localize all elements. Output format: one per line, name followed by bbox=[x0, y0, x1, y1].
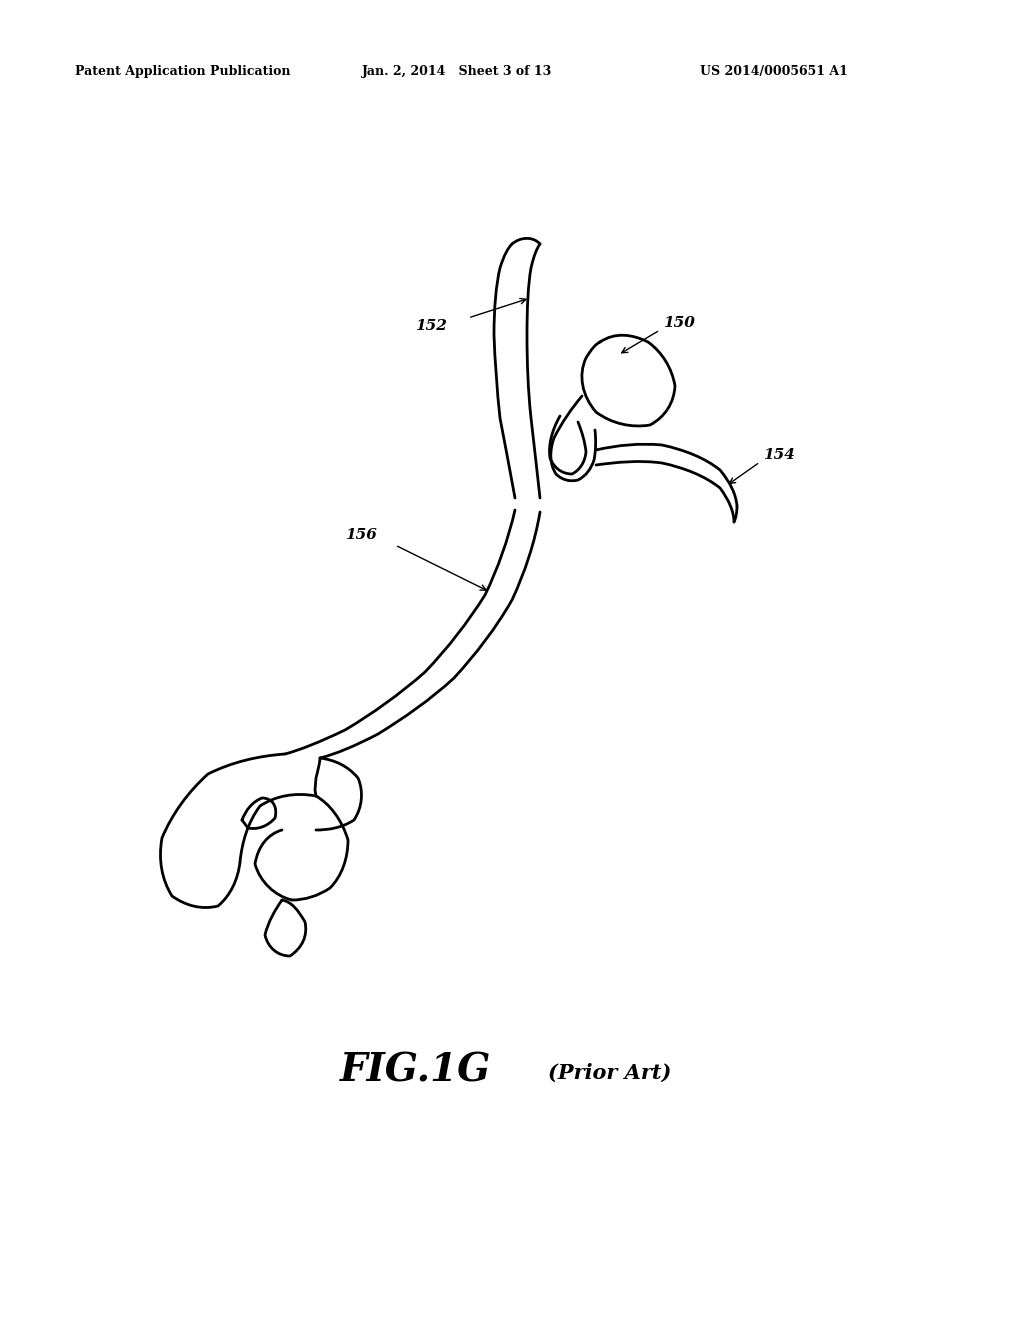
Text: 154: 154 bbox=[763, 447, 795, 462]
Text: Jan. 2, 2014   Sheet 3 of 13: Jan. 2, 2014 Sheet 3 of 13 bbox=[362, 66, 552, 78]
Text: 156: 156 bbox=[345, 528, 377, 543]
Text: FIG.1G: FIG.1G bbox=[340, 1051, 492, 1089]
Text: (Prior Art): (Prior Art) bbox=[548, 1063, 672, 1082]
Text: 152: 152 bbox=[415, 319, 446, 333]
Text: US 2014/0005651 A1: US 2014/0005651 A1 bbox=[700, 66, 848, 78]
Text: Patent Application Publication: Patent Application Publication bbox=[75, 66, 291, 78]
Text: 150: 150 bbox=[663, 315, 695, 330]
